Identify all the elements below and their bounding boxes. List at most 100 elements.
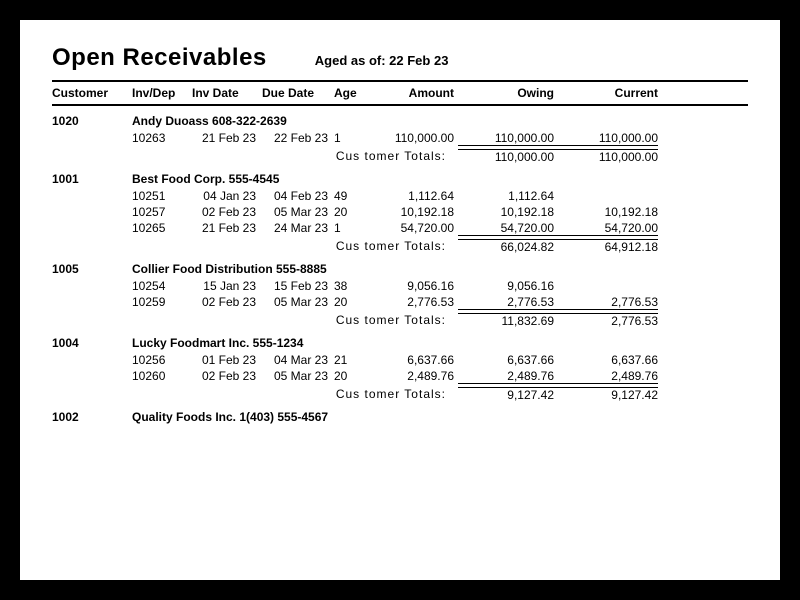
- customer-name-phone: Lucky Foodmart Inc. 555-1234: [132, 336, 748, 350]
- cell-invdep: 10265: [132, 221, 192, 236]
- spacer: [132, 239, 192, 254]
- customer-header: 1001Best Food Corp. 555-4545: [52, 172, 748, 186]
- cell-age: 1: [334, 221, 366, 236]
- cell-invdate: 02 Feb 23: [192, 369, 262, 384]
- cell-invdep: 10256: [132, 353, 192, 367]
- aged-prefix: Aged as of:: [315, 53, 389, 68]
- spacer: [262, 387, 334, 402]
- cell-current: 54,720.00: [558, 221, 658, 236]
- customer-totals-row: Cus tomer Totals:11,832.692,776.53: [52, 311, 748, 328]
- aged-date: 22 Feb 23: [389, 53, 448, 68]
- cell-owing: 54,720.00: [458, 221, 558, 236]
- report-header: Open Receivables Aged as of: 22 Feb 23: [52, 44, 748, 72]
- cell-amount: 1,112.64: [366, 189, 458, 203]
- customer-block: 1002Quality Foods Inc. 1(403) 555-4567: [52, 410, 748, 424]
- spacer: [52, 221, 132, 236]
- spacer: [52, 239, 132, 254]
- cell-duedate: 04 Feb 23: [262, 189, 334, 203]
- customer-header: 1020Andy Duoass 608-322-2639: [52, 114, 748, 128]
- cell-current: 110,000.00: [558, 131, 658, 146]
- cell-owing: 110,000.00: [458, 131, 558, 146]
- spacer: [52, 131, 132, 146]
- totals-current: 2,776.53: [558, 313, 658, 328]
- cell-current: [558, 189, 658, 203]
- customers-list: 1020Andy Duoass 608-322-26391026321 Feb …: [52, 114, 748, 424]
- spacer: [192, 313, 262, 328]
- totals-current: 9,127.42: [558, 387, 658, 402]
- invoice-row: 1026321 Feb 2322 Feb 231 110,000.00110,00…: [52, 130, 748, 147]
- invoice-row: 1025104 Jan 2304 Feb 23491,112.641,112.6…: [52, 188, 748, 204]
- cell-age: 20: [334, 205, 366, 219]
- cell-invdate: 21 Feb 23: [192, 221, 262, 236]
- spacer: [52, 387, 132, 402]
- cell-owing: 9,056.16: [458, 279, 558, 293]
- cell-invdep: 10257: [132, 205, 192, 219]
- spacer: [262, 149, 334, 164]
- invoice-row: 1025902 Feb 2305 Mar 23202,776.532,776.5…: [52, 294, 748, 311]
- cell-age: 49: [334, 189, 366, 203]
- cell-duedate: 15 Feb 23: [262, 279, 334, 293]
- col-current: Current: [558, 86, 658, 100]
- col-amount: Amount: [366, 86, 458, 100]
- cell-invdate: 21 Feb 23: [192, 131, 262, 146]
- spacer: [52, 313, 132, 328]
- spacer: [52, 353, 132, 367]
- cell-amount: 2,489.76: [366, 369, 458, 384]
- customer-block: 1020Andy Duoass 608-322-2639 1026321 Feb …: [52, 114, 748, 164]
- cell-invdate: 01 Feb 23: [192, 353, 262, 367]
- cell-duedate: 22 Feb 23: [262, 131, 334, 146]
- invoice-row: 1026521 Feb 2324 Mar 23154,720.0054,720.…: [52, 220, 748, 237]
- cell-age: 38: [334, 279, 366, 293]
- cell-age: 20: [334, 295, 366, 310]
- cell-duedate: 05 Mar 23: [262, 369, 334, 384]
- cell-invdep: 10254: [132, 279, 192, 293]
- spacer: [52, 369, 132, 384]
- totals-owing: 110,000.00: [458, 149, 558, 164]
- customer-name-phone: Best Food Corp. 555-4545: [132, 172, 748, 186]
- totals-current: 110,000.00: [558, 149, 658, 164]
- cell-age: 1: [334, 131, 366, 146]
- customer-block: 1004Lucky Foodmart Inc. 555-1234 1025601 …: [52, 336, 748, 402]
- totals-owing: 66,024.82: [458, 239, 558, 254]
- aged-as-of: Aged as of: 22 Feb 23: [315, 53, 449, 68]
- spacer: [192, 239, 262, 254]
- spacer: [52, 149, 132, 164]
- spacer: [192, 149, 262, 164]
- cell-owing: 10,192.18: [458, 205, 558, 219]
- report-title: Open Receivables: [52, 44, 267, 72]
- customer-id: 1020: [52, 114, 132, 128]
- cell-amount: 54,720.00: [366, 221, 458, 236]
- spacer: [132, 387, 192, 402]
- spacer: [52, 189, 132, 203]
- col-owing: Owing: [458, 86, 558, 100]
- cell-invdate: 04 Jan 23: [192, 189, 262, 203]
- customer-header: 1004Lucky Foodmart Inc. 555-1234: [52, 336, 748, 350]
- cell-amount: 10,192.18: [366, 205, 458, 219]
- cell-amount: 9,056.16: [366, 279, 458, 293]
- totals-label: Cus tomer Totals:: [334, 239, 458, 254]
- customer-totals-row: Cus tomer Totals:9,127.429,127.42: [52, 385, 748, 402]
- cell-current: 2,776.53: [558, 295, 658, 310]
- customer-id: 1004: [52, 336, 132, 350]
- col-duedate: Due Date: [262, 86, 334, 100]
- customer-id: 1005: [52, 262, 132, 276]
- customer-block: 1005Collier Food Distribution 555-888510…: [52, 262, 748, 328]
- cell-invdep: 10259: [132, 295, 192, 310]
- cell-amount: 6,637.66: [366, 353, 458, 367]
- invoice-row: 1025601 Feb 2304 Mar 23216,637.666,637.6…: [52, 352, 748, 368]
- col-invdep: Inv/Dep: [132, 86, 192, 100]
- totals-owing: 9,127.42: [458, 387, 558, 402]
- customer-header: 1005Collier Food Distribution 555-8885: [52, 262, 748, 276]
- spacer: [52, 205, 132, 219]
- cell-duedate: 24 Mar 23: [262, 221, 334, 236]
- customer-id: 1001: [52, 172, 132, 186]
- cell-age: 21: [334, 353, 366, 367]
- cell-invdep: 10251: [132, 189, 192, 203]
- cell-owing: 2,489.76: [458, 369, 558, 384]
- cell-owing: 6,637.66: [458, 353, 558, 367]
- cell-invdep: 10263: [132, 131, 192, 146]
- totals-owing: 11,832.69: [458, 313, 558, 328]
- invoice-row: 1026002 Feb 2305 Mar 23202,489.762,489.7…: [52, 368, 748, 385]
- cell-invdate: 15 Jan 23: [192, 279, 262, 293]
- spacer: [132, 149, 192, 164]
